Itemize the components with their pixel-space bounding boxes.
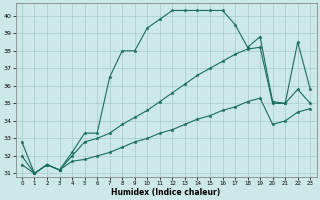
X-axis label: Humidex (Indice chaleur): Humidex (Indice chaleur) xyxy=(111,188,221,197)
